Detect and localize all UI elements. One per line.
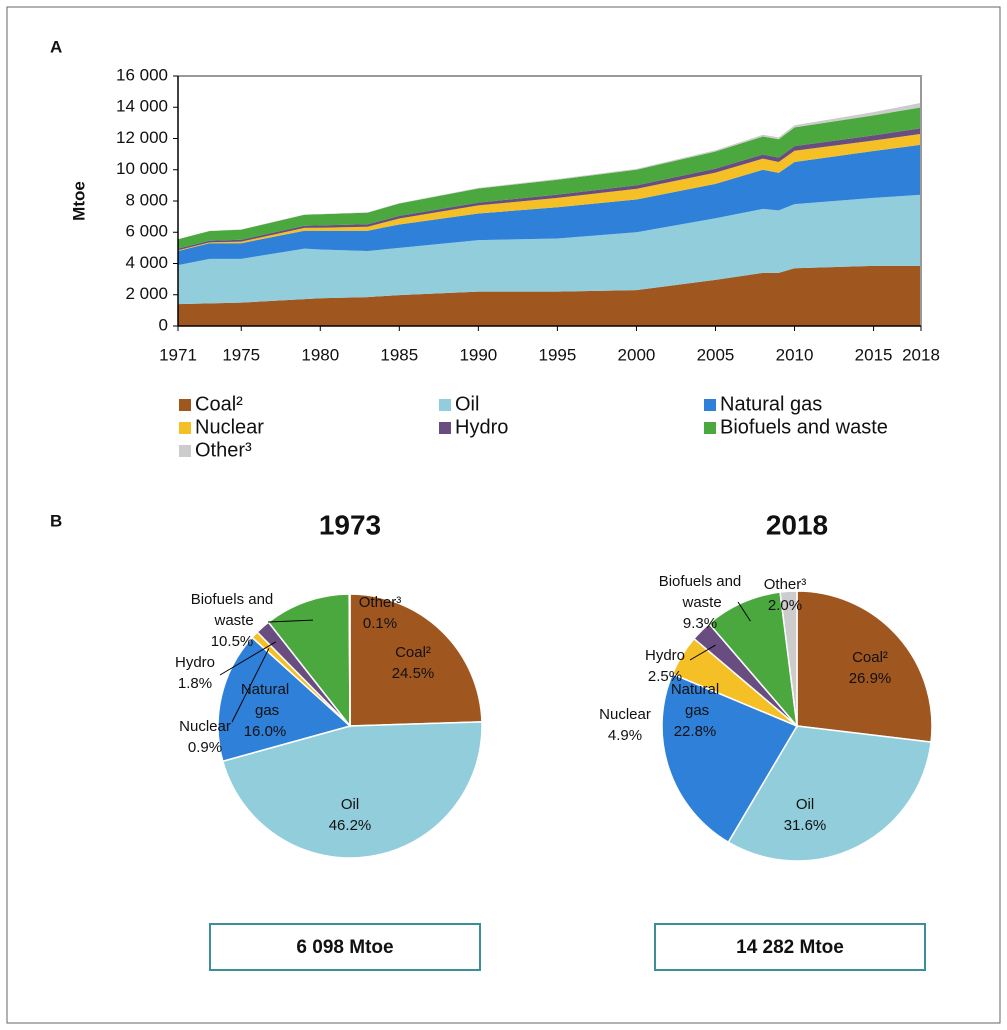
pie-slice bbox=[796, 590, 933, 743]
y-tick-label: 14 000 bbox=[116, 97, 168, 116]
slice-value-label: 0.9% bbox=[188, 739, 222, 756]
total-box bbox=[209, 923, 481, 971]
slice-label: Natural gas bbox=[241, 681, 289, 719]
legend-swatch bbox=[439, 399, 451, 411]
legend-swatch bbox=[179, 422, 191, 434]
slice-label: Oil bbox=[341, 796, 359, 813]
total-label: 6 098 Mtoe bbox=[296, 937, 393, 958]
x-tick-label: 2010 bbox=[776, 345, 814, 364]
y-tick-label: 10 000 bbox=[116, 159, 168, 178]
area bbox=[178, 194, 921, 305]
pie-slice bbox=[349, 593, 483, 727]
total-label: 14 282 Mtoe bbox=[736, 937, 844, 958]
x-tick-label: 2000 bbox=[618, 345, 656, 364]
x-tick-label: 1975 bbox=[222, 345, 260, 364]
slice-label: Natural gas bbox=[671, 681, 719, 719]
slice-label: Nuclear bbox=[599, 706, 651, 723]
slice-value-label: 22.8% bbox=[674, 723, 717, 740]
leader-line bbox=[737, 601, 751, 622]
pie-title: 1973 bbox=[319, 509, 381, 540]
x-tick-label: 1971 bbox=[159, 345, 197, 364]
pie-slice bbox=[661, 672, 799, 844]
legend-swatch bbox=[439, 422, 451, 434]
slice-value-label: 9.3% bbox=[683, 615, 717, 632]
y-tick-label: 12 000 bbox=[116, 128, 168, 147]
leader-line bbox=[689, 644, 716, 661]
total-box bbox=[654, 923, 926, 971]
pie-slice bbox=[348, 593, 351, 727]
x-tick-label: 1995 bbox=[538, 345, 576, 364]
plot-frame bbox=[178, 75, 922, 326]
pie-slice bbox=[707, 591, 799, 729]
area bbox=[178, 144, 921, 266]
pie-slice bbox=[267, 593, 351, 729]
pie-slice bbox=[779, 590, 798, 727]
x-tick-label: 1985 bbox=[380, 345, 418, 364]
y-tick-label: 8 000 bbox=[125, 190, 168, 209]
slice-value-label: 31.6% bbox=[784, 817, 827, 834]
slice-label: Hydro bbox=[645, 647, 685, 664]
y-axis-label: Mtoe bbox=[69, 181, 88, 221]
slice-label: Biofuels and waste bbox=[191, 591, 274, 629]
legend-swatch bbox=[704, 399, 716, 411]
leader-line bbox=[219, 641, 277, 676]
slice-label: Other³ bbox=[764, 576, 807, 593]
slice-value-label: 24.5% bbox=[392, 665, 435, 682]
area bbox=[178, 133, 921, 251]
panel-label: A bbox=[50, 37, 62, 56]
slice-label: Hydro bbox=[175, 654, 215, 671]
slice-label: Coal² bbox=[852, 649, 888, 666]
y-tick-label: 4 000 bbox=[125, 253, 168, 272]
x-tick-label: 2015 bbox=[855, 345, 893, 364]
x-tick-label: 2005 bbox=[697, 345, 735, 364]
legend-label: Natural gas bbox=[720, 393, 822, 415]
legend-label: Hydro bbox=[455, 416, 508, 438]
x-tick-label: 2018 bbox=[902, 345, 940, 364]
area bbox=[178, 107, 921, 249]
slice-label: Other³ bbox=[359, 594, 402, 611]
pie-slice bbox=[217, 636, 352, 763]
leader-line bbox=[231, 648, 270, 723]
legend-label: Biofuels and waste bbox=[720, 416, 888, 438]
slice-value-label: 2.5% bbox=[648, 668, 682, 685]
slice-value-label: 10.5% bbox=[211, 633, 254, 650]
pie-title: 2018 bbox=[766, 509, 828, 540]
pie-slice bbox=[727, 725, 932, 862]
legend-swatch bbox=[179, 399, 191, 411]
x-tick-label: 1980 bbox=[301, 345, 339, 364]
slice-label: Coal² bbox=[395, 644, 431, 661]
legend-label: Other³ bbox=[195, 439, 252, 461]
panel-label: B bbox=[50, 511, 62, 530]
slice-value-label: 16.0% bbox=[244, 723, 287, 740]
y-tick-label: 6 000 bbox=[125, 222, 168, 241]
y-tick-label: 0 bbox=[159, 315, 168, 334]
slice-label: Biofuels and waste bbox=[659, 573, 742, 611]
pie-slice bbox=[221, 721, 483, 859]
slice-label: Nuclear bbox=[179, 718, 231, 735]
slice-value-label: 4.9% bbox=[608, 727, 642, 744]
leader-line bbox=[267, 619, 314, 623]
legend-label: Oil bbox=[455, 393, 479, 415]
slice-value-label: 2.0% bbox=[768, 597, 802, 614]
legend-label: Nuclear bbox=[195, 416, 264, 438]
slice-value-label: 1.8% bbox=[178, 675, 212, 692]
x-tick-label: 1990 bbox=[459, 345, 497, 364]
slice-value-label: 26.9% bbox=[849, 670, 892, 687]
y-tick-label: 2 000 bbox=[125, 284, 168, 303]
area bbox=[178, 128, 921, 251]
slice-value-label: 0.1% bbox=[363, 615, 397, 632]
slice-label: Oil bbox=[796, 796, 814, 813]
y-tick-label: 16 000 bbox=[116, 65, 168, 84]
slice-value-label: 46.2% bbox=[329, 817, 372, 834]
legend-swatch bbox=[179, 445, 191, 457]
area bbox=[178, 265, 921, 326]
legend-label: Coal² bbox=[195, 393, 243, 415]
legend-swatch bbox=[704, 422, 716, 434]
